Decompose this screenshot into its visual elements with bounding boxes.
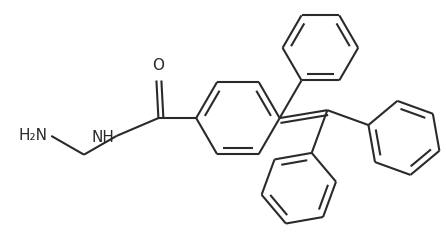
Text: NH: NH: [92, 130, 115, 145]
Text: O: O: [153, 58, 165, 72]
Text: H₂N: H₂N: [18, 128, 47, 144]
